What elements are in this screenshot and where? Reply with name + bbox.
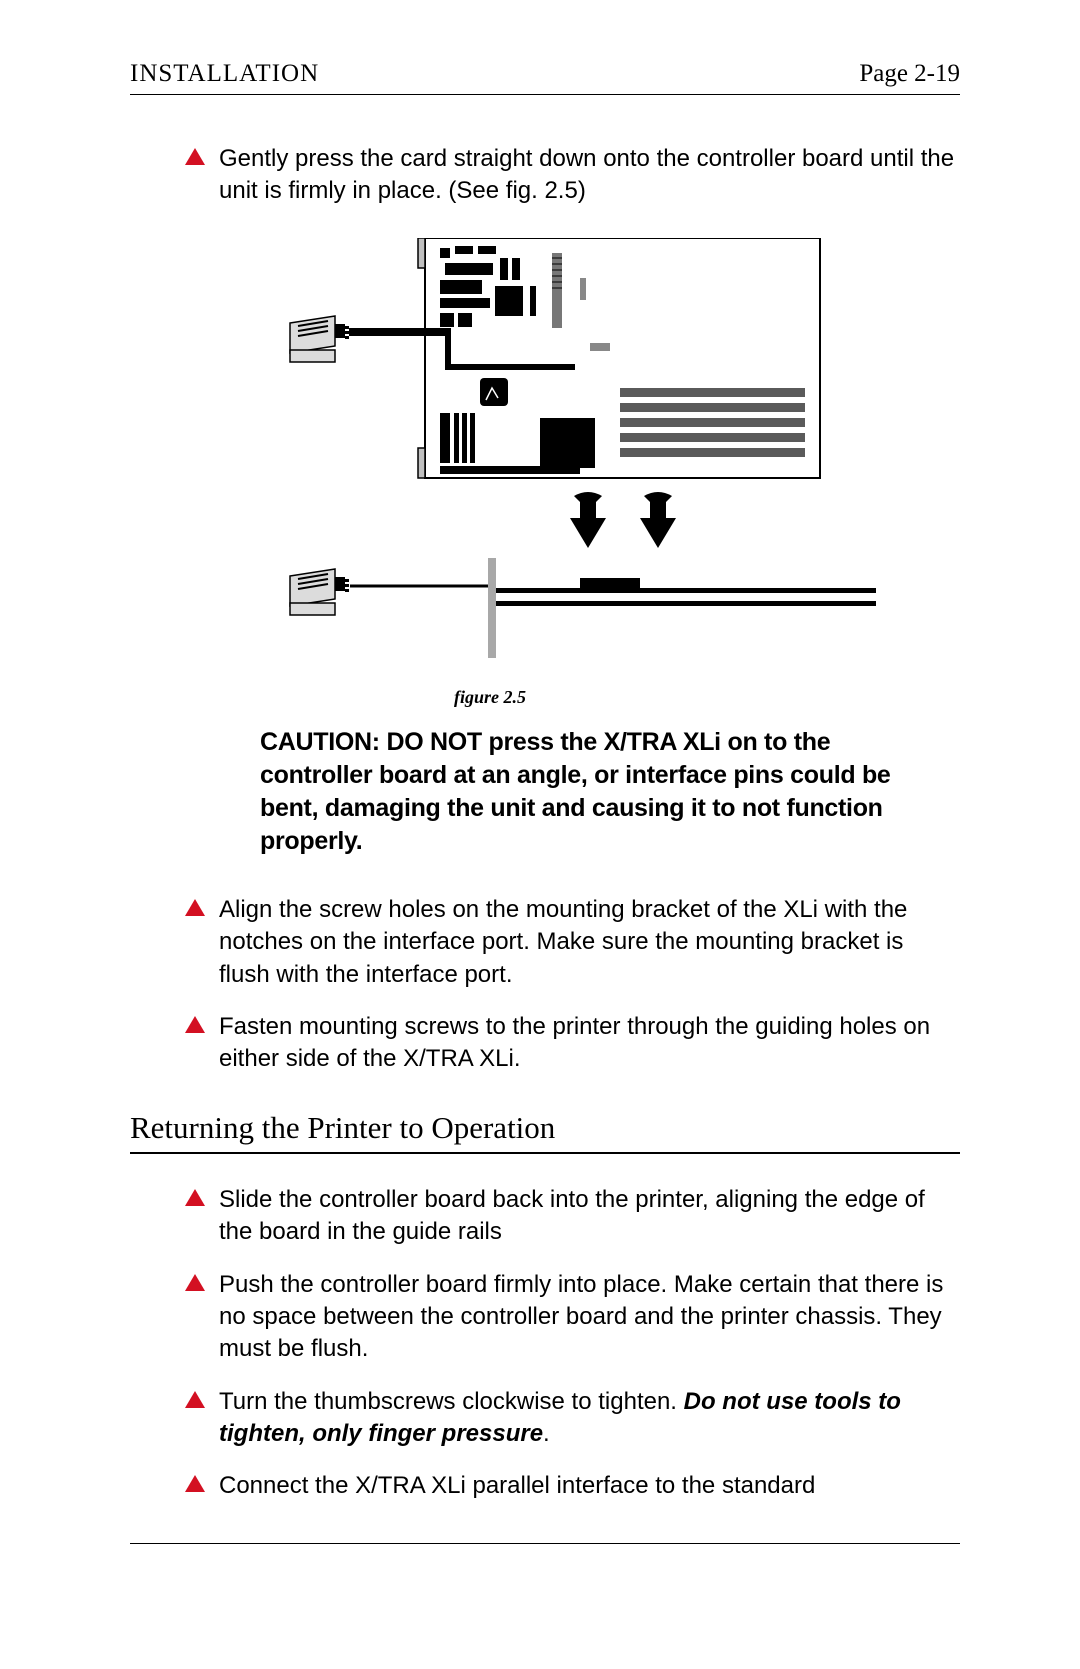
bullet-item: Slide the controller board back into the… [185, 1184, 960, 1249]
bullet-text: Fasten mounting screws to the printer th… [219, 1011, 960, 1076]
figure-caption: figure 2.5 [280, 687, 700, 708]
bullet-item: Push the controller board firmly into pl… [185, 1269, 960, 1366]
header-page-number: Page 2-19 [859, 60, 960, 88]
down-arrow-icon [570, 492, 606, 548]
header-section-title: INSTALLATION [130, 60, 319, 88]
bullet-triangle-icon [185, 1475, 205, 1502]
bullet-triangle-icon [185, 1274, 205, 1366]
footer-rule [130, 1543, 960, 1544]
down-arrow-icon [640, 492, 676, 548]
bullet-item: Gently press the card straight down onto… [185, 143, 960, 208]
bullet-triangle-icon [185, 148, 205, 208]
bullet-triangle-icon [185, 1391, 205, 1451]
bullet-item: Align the screw holes on the mounting br… [185, 894, 960, 991]
page-header: INSTALLATION Page 2-19 [130, 60, 960, 95]
bullet-item: Turn the thumbscrews clockwise to tighte… [185, 1386, 960, 1451]
figure-svg [280, 238, 880, 668]
section-heading: Returning the Printer to Operation [130, 1110, 960, 1154]
connector-left-bottom [290, 569, 349, 615]
bullet-text: Push the controller board firmly into pl… [219, 1269, 960, 1366]
bullet-triangle-icon [185, 1189, 205, 1249]
bullet-text: Connect the X/TRA XLi parallel interface… [219, 1470, 815, 1502]
bullet-pre: Turn the thumbscrews clockwise to tighte… [219, 1388, 684, 1415]
bullet-text: Gently press the card straight down onto… [219, 143, 960, 208]
bullet-item: Fasten mounting screws to the printer th… [185, 1011, 960, 1076]
bullet-triangle-icon [185, 1016, 205, 1076]
bullet-text: Align the screw holes on the mounting br… [219, 894, 960, 991]
page-body: INSTALLATION Page 2-19 Gently press the … [130, 60, 960, 1544]
connector-left-top [290, 316, 349, 362]
caution-text: CAUTION: DO NOT press the X/TRA XLi on t… [260, 726, 940, 858]
bullet-triangle-icon [185, 899, 205, 991]
bullet-text: Slide the controller board back into the… [219, 1184, 960, 1249]
bullet-text: Turn the thumbscrews clockwise to tighte… [219, 1386, 960, 1451]
bullet-item: Connect the X/TRA XLi parallel interface… [185, 1470, 960, 1502]
bullet-post: . [543, 1420, 550, 1447]
figure-2-5 [280, 238, 880, 673]
